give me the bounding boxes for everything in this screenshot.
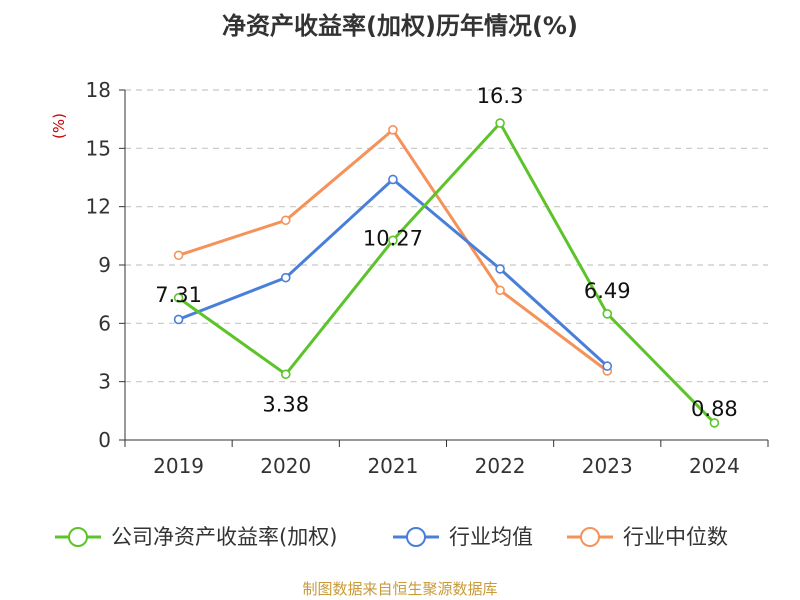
data-point [173, 293, 184, 303]
legend-label: 行业中位数 [623, 525, 728, 549]
series-line [177, 121, 716, 425]
data-point [602, 309, 613, 319]
series-line [177, 128, 609, 373]
data-label: 16.3 [477, 84, 524, 108]
x-tick-label: 2024 [689, 454, 740, 478]
legend-label: 行业均值 [449, 525, 533, 549]
data-label: 7.31 [155, 283, 202, 307]
y-axis-label: (%) [50, 113, 68, 139]
data-point [602, 361, 613, 371]
data-point [280, 272, 291, 283]
data-point [388, 235, 398, 246]
chart-title: 净资产收益率(加权)历年情况(%) [222, 12, 578, 40]
data-label: 0.88 [691, 397, 738, 421]
data-point [173, 250, 184, 261]
x-tick-label: 2022 [475, 454, 526, 478]
data-point [280, 369, 291, 380]
data-label: 3.38 [262, 392, 309, 416]
x-tick-label: 2021 [367, 454, 418, 478]
legend-label: 公司净资产收益率(加权) [111, 525, 337, 549]
y-tick-label: 3 [98, 370, 111, 394]
data-point [173, 314, 184, 325]
data-point [388, 174, 398, 185]
x-tick-label: 2023 [582, 454, 633, 478]
data-point [495, 285, 505, 296]
legend-marker [580, 527, 600, 547]
data-point [280, 215, 291, 226]
y-tick-label: 6 [98, 311, 111, 335]
y-tick-label: 12 [86, 195, 111, 219]
x-tick-label: 2019 [153, 454, 204, 478]
y-tick-label: 18 [86, 78, 111, 102]
data-label: 10.27 [363, 226, 423, 250]
data-point [495, 118, 505, 128]
legend-marker [68, 527, 88, 547]
series-line [177, 177, 609, 368]
y-tick-label: 0 [98, 428, 111, 452]
y-tick-label: 15 [86, 136, 111, 160]
data-point [388, 125, 398, 135]
data-point [495, 264, 505, 274]
y-tick-label: 9 [98, 253, 111, 277]
source-note: 制图数据来自恒生聚源数据库 [302, 580, 497, 598]
x-tick-label: 2020 [260, 454, 311, 478]
legend-marker [406, 527, 426, 547]
data-label: 6.49 [584, 279, 631, 303]
data-point [709, 418, 720, 428]
